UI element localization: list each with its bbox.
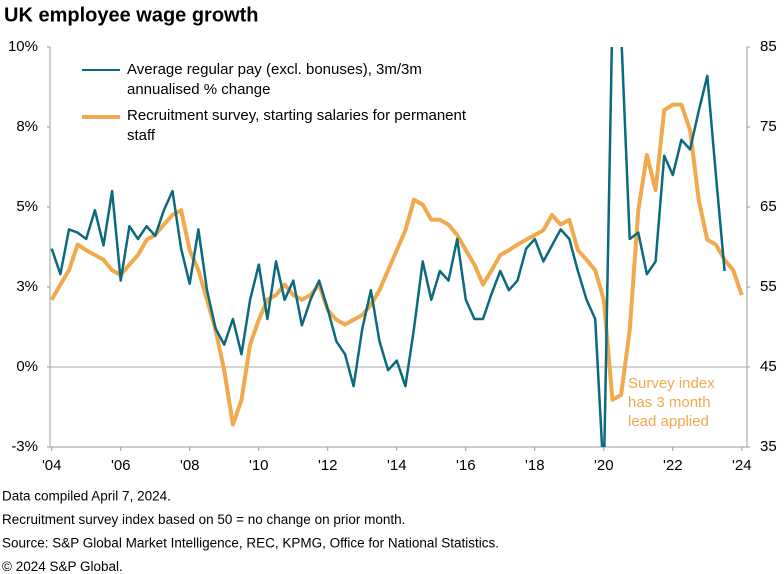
- y2-tick-label: 35: [760, 438, 777, 455]
- x-tick-label: '06: [111, 457, 131, 474]
- x-tick-label: '18: [525, 457, 545, 474]
- y-tick-label: 3%: [16, 278, 38, 295]
- footnote: © 2024 S&P Global.: [2, 559, 123, 574]
- x-tick-label: '20: [594, 457, 614, 474]
- footnote: Recruitment survey index based on 50 = n…: [2, 512, 405, 527]
- legend-item: Recruitment survey, starting salaries fo…: [82, 106, 472, 146]
- x-tick-label: '14: [387, 457, 407, 474]
- y-tick-label: 10%: [8, 38, 38, 55]
- legend-label: Recruitment survey, starting salaries fo…: [127, 107, 467, 144]
- y2-tick-label: 75: [760, 118, 777, 135]
- chart-title: UK employee wage growth: [4, 4, 259, 26]
- footnote: Data compiled April 7, 2024.: [2, 489, 171, 504]
- x-tick-label: '16: [456, 457, 476, 474]
- y2-tick-label: 85: [760, 38, 777, 55]
- y2-tick-label: 45: [760, 358, 777, 375]
- x-tick-label: '04: [42, 457, 62, 474]
- x-tick-label: '10: [249, 457, 269, 474]
- legend-swatch: [82, 69, 120, 71]
- annotation: has 3 month: [628, 394, 711, 411]
- y-tick-label: -3%: [11, 438, 38, 455]
- annotation: lead applied: [628, 413, 709, 430]
- legend-swatch: [82, 115, 120, 119]
- series-line: [50, 102, 744, 427]
- x-tick-label: '08: [180, 457, 200, 474]
- y-tick-label: 8%: [16, 118, 38, 135]
- annotation: Survey index: [628, 375, 715, 392]
- footnote: Source: S&P Global Market Intelligence, …: [2, 536, 499, 551]
- legend-item: Average regular pay (excl. bonuses), 3m/…: [82, 60, 472, 100]
- y2-tick-label: 65: [760, 198, 777, 215]
- x-tick-label: '22: [663, 457, 683, 474]
- legend: Average regular pay (excl. bonuses), 3m/…: [82, 60, 472, 152]
- series-line: [50, 47, 726, 447]
- y-tick-label: 0%: [16, 358, 38, 375]
- x-tick-label: '12: [318, 457, 338, 474]
- y2-tick-label: 55: [760, 278, 777, 295]
- legend-label: Average regular pay (excl. bonuses), 3m/…: [127, 61, 422, 98]
- x-tick-label: '24: [732, 457, 752, 474]
- y-tick-label: 5%: [16, 198, 38, 215]
